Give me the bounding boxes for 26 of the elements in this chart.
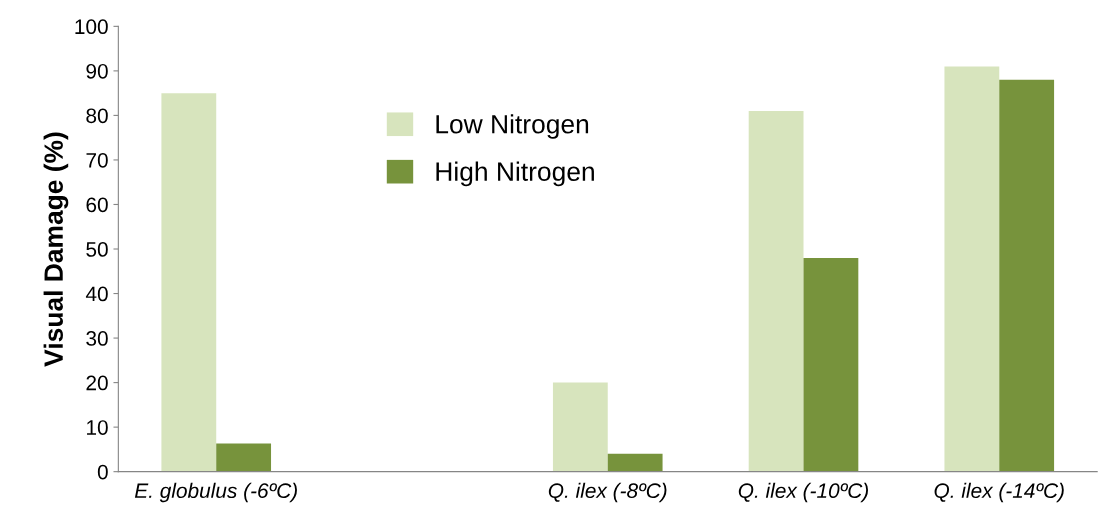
bar	[552, 382, 608, 472]
bar	[607, 453, 663, 472]
y-tick-label: 100	[75, 19, 108, 35]
y-tick-label: 0	[97, 464, 108, 480]
y-tick-label: 80	[86, 108, 108, 124]
y-tick-label: 50	[86, 242, 108, 257]
y-tick-label: 70	[86, 152, 108, 168]
y-axis-title: Visual Damage (%)	[43, 132, 69, 367]
bar	[748, 110, 804, 472]
y-tick-label: 60	[86, 197, 108, 213]
x-tick-label: E. globulus (-6ºC)	[134, 482, 297, 503]
bar	[803, 257, 859, 472]
y-tick-label: 10	[87, 420, 108, 435]
legend-label: Low Nitrogen	[436, 114, 589, 139]
x-tick-label: Q. ilex (-14ºC)	[934, 482, 1064, 503]
x-tick-label: Q. ilex (-8ºC)	[548, 482, 667, 503]
x-tick-label: Q. ilex (-10ºC)	[738, 482, 869, 503]
bar	[999, 79, 1055, 472]
bar	[216, 443, 272, 472]
bar	[161, 93, 217, 472]
legend-label: High Nitrogen	[436, 161, 594, 187]
y-tick-label: 40	[85, 286, 108, 302]
bar	[944, 66, 1000, 472]
y-tick-label: 30	[86, 331, 108, 346]
y-tick-label: 90	[86, 63, 108, 79]
y-tick-label: 20	[86, 375, 108, 391]
